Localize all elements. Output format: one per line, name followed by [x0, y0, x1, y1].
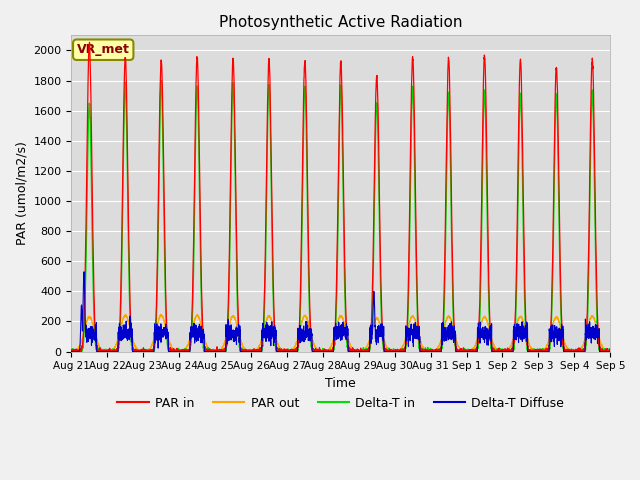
- Text: VR_met: VR_met: [77, 43, 130, 56]
- Y-axis label: PAR (umol/m2/s): PAR (umol/m2/s): [15, 142, 28, 245]
- X-axis label: Time: Time: [326, 377, 356, 390]
- Legend: PAR in, PAR out, Delta-T in, Delta-T Diffuse: PAR in, PAR out, Delta-T in, Delta-T Dif…: [113, 392, 569, 415]
- Title: Photosynthetic Active Radiation: Photosynthetic Active Radiation: [219, 15, 463, 30]
